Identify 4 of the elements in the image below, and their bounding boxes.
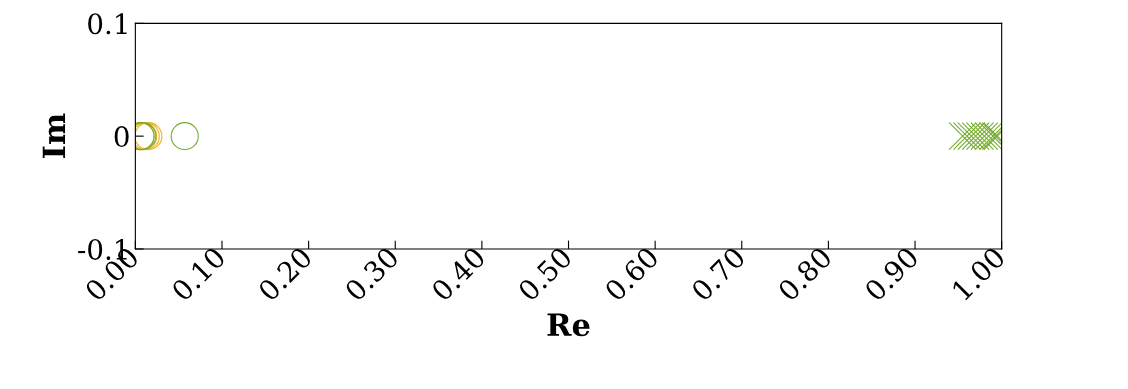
y-tick-label: 0.1 xyxy=(88,13,127,35)
y-axis-title: Im xyxy=(42,113,66,159)
x-axis-title: Re xyxy=(547,313,590,337)
y-tick-label: 0 xyxy=(114,126,129,148)
